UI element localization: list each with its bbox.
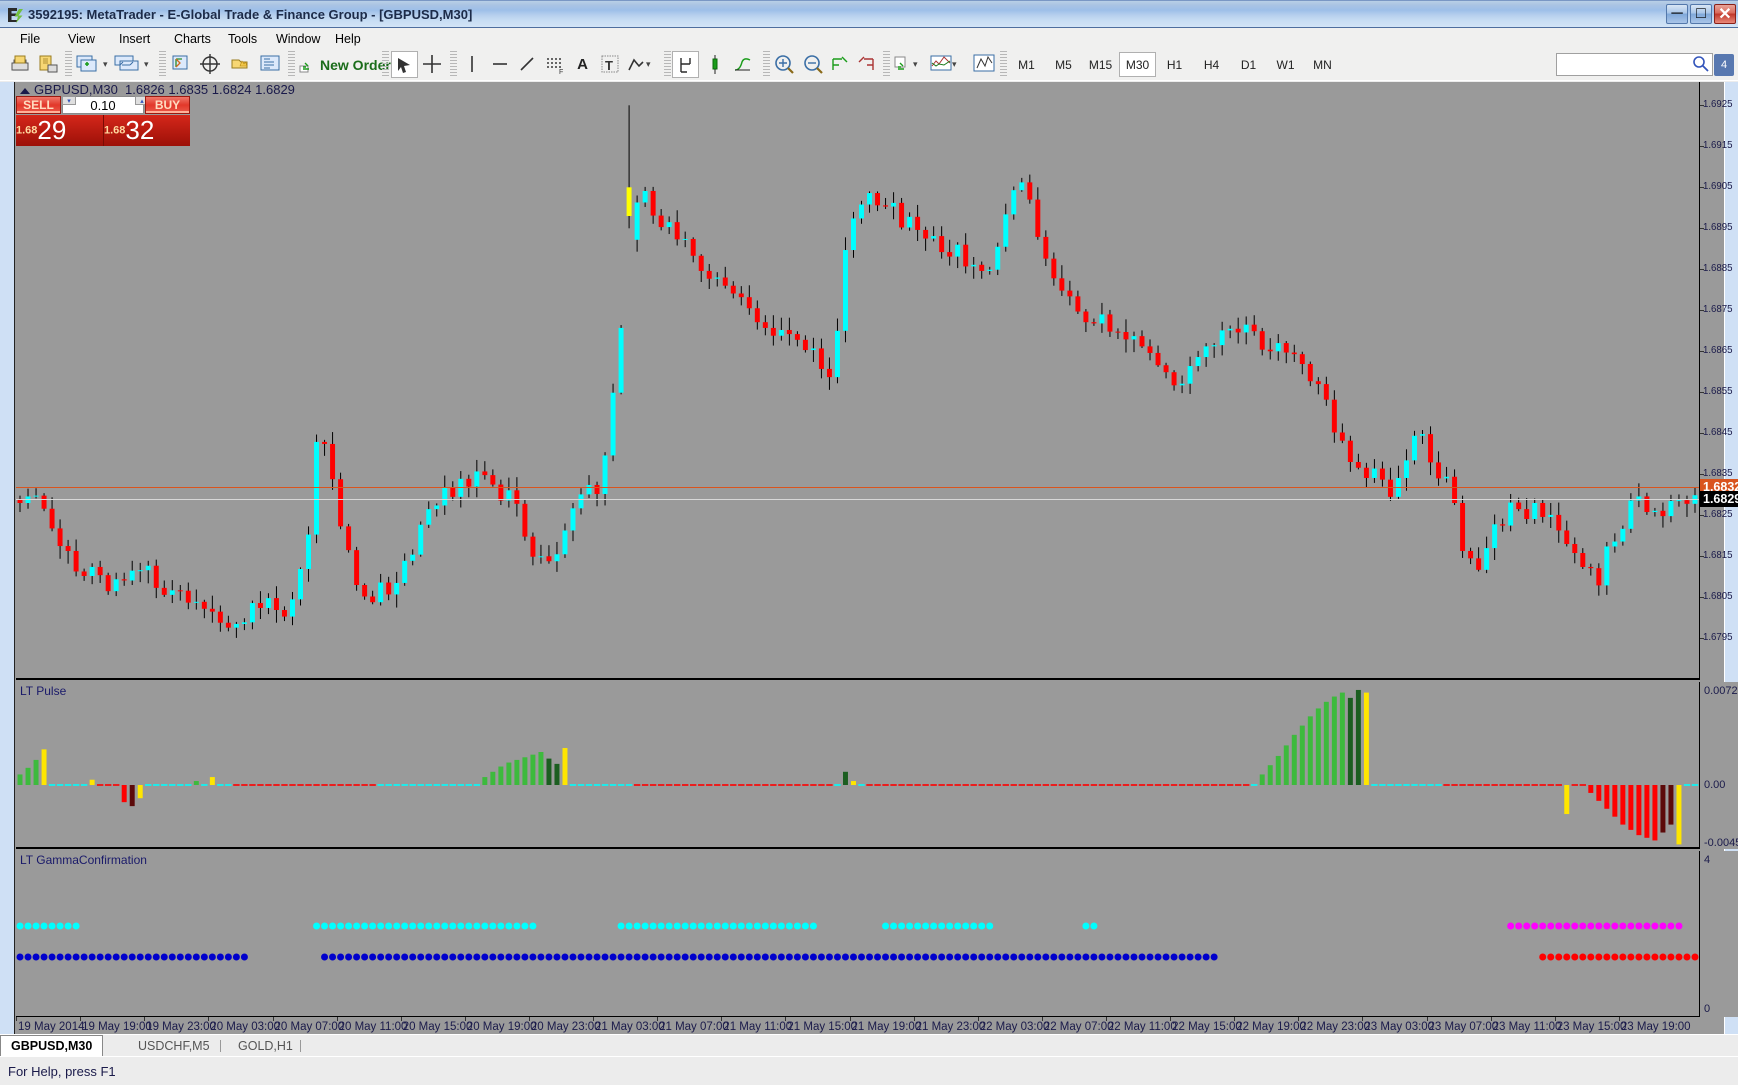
svg-text:T: T — [605, 58, 613, 73]
svg-text:F: F — [559, 69, 563, 76]
